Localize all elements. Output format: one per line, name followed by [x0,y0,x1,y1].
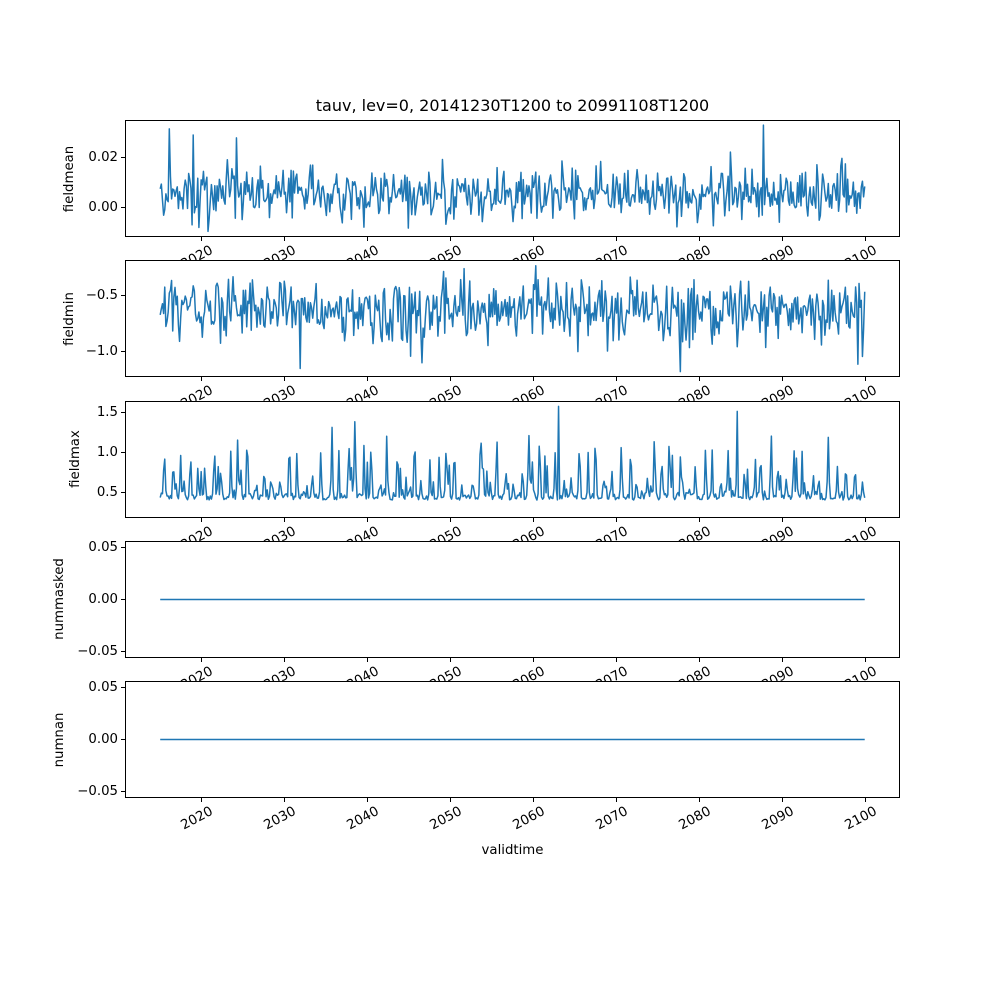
x-tick [699,517,701,522]
y-tick-label: 1.5 [96,404,118,420]
y-tick [121,739,125,740]
x-tick [616,377,618,382]
subplot-fieldmean [125,120,900,237]
x-tick [533,517,535,522]
x-tick [201,798,203,802]
x-tick [616,657,618,662]
y-tick-label: 0.05 [88,540,118,556]
x-tick [616,517,618,522]
subplot-nummasked [125,540,900,658]
fieldmean-line-plot [159,124,866,233]
x-tick [616,798,618,802]
y-tick [121,351,125,353]
x-tick [782,517,784,522]
y-axis-label-nummasked: nummasked [52,558,67,641]
y-tick-label: 0.00 [88,200,118,216]
x-tick [450,657,452,662]
x-tick [367,377,369,382]
x-tick [201,657,203,662]
x-tick [865,237,867,241]
y-tick [121,650,125,652]
x-tick [450,798,452,802]
fieldmin-line-plot [159,265,866,373]
y-tick-label: 1.0 [96,444,118,460]
x-tick [865,798,867,802]
y-tick [121,451,125,453]
y-tick [121,411,125,413]
x-tick [782,798,784,802]
subplot-fieldmin [125,260,900,378]
x-tick [782,237,784,241]
y-tick [121,687,125,689]
subplot-fieldmax [125,400,900,518]
fieldmax-series [159,405,866,501]
x-tick [533,798,535,802]
x-tick [865,517,867,522]
y-tick-label: 0.05 [88,680,118,696]
subplot-numnan [125,681,900,798]
x-tick [284,377,286,382]
y-tick-label: −1.0 [85,344,118,360]
x-tick [367,657,369,662]
x-tick [284,517,286,522]
nummasked-line-plot [160,598,865,601]
y-tick-label: −0.5 [85,287,118,303]
x-tick [450,377,452,382]
y-tick-label: 0.00 [88,591,118,607]
x-tick [450,517,452,522]
x-tick [782,657,784,662]
x-tick [201,377,203,382]
y-axis-label-fieldmean: fieldmean [62,145,77,212]
x-tick [284,237,286,241]
y-tick-label: −0.05 [77,643,118,659]
y-tick-label: 0.02 [88,149,118,165]
x-tick [699,657,701,662]
y-tick [121,598,125,600]
x-tick [699,377,701,382]
x-tick [367,237,369,241]
y-tick [121,294,125,296]
y-tick-label: 0.00 [88,732,118,747]
x-tick [782,377,784,382]
fieldmean-series [159,124,866,233]
x-tick [616,237,618,241]
x-tick [699,237,701,241]
x-tick [533,237,535,241]
y-tick [121,790,125,792]
y-tick-label: 0.5 [96,484,118,500]
x-tick [865,657,867,662]
numnan-line-plot [160,738,865,741]
x-tick [284,657,286,662]
fieldmax-line-plot [159,405,866,501]
y-axis-label-fieldmax: fieldmax [68,430,83,488]
x-tick [201,517,203,522]
x-tick [699,798,701,802]
y-axis-label-fieldmin: fieldmin [62,291,77,346]
chart-title: tauv, lev=0, 20141230T1200 to 20991108T1… [315,96,710,115]
y-tick [121,547,125,549]
y-tick-label: −0.05 [77,783,118,799]
x-tick [201,237,203,241]
x-tick [533,377,535,382]
y-tick [121,491,125,493]
fieldmin-series [159,265,866,373]
x-tick [533,657,535,662]
y-tick [121,207,125,209]
x-axis-label: validtime [481,843,544,858]
x-tick [367,798,369,802]
y-axis-label-numnan: numnan [52,712,67,767]
x-tick [284,798,286,802]
x-tick [450,237,452,241]
x-tick [367,517,369,522]
y-tick [121,156,125,158]
x-tick [865,377,867,382]
